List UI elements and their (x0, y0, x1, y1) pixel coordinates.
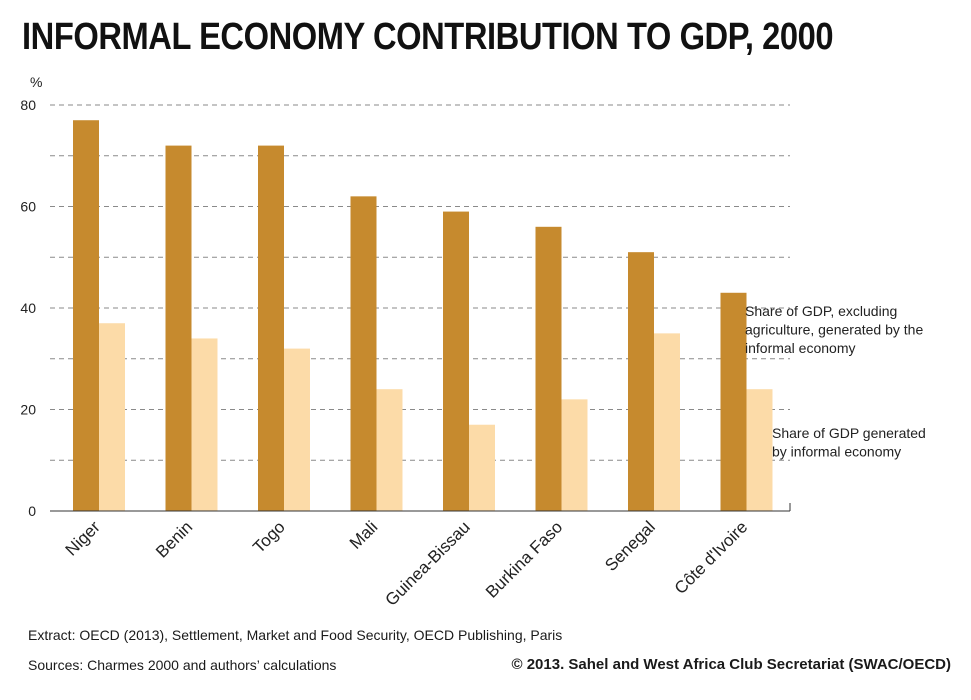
y-tick-label: 0 (28, 503, 36, 519)
bar-excl-agriculture-0 (73, 120, 99, 511)
y-axis-label: % (30, 74, 42, 90)
legend-entry-line: Share of GDP generated (772, 425, 926, 441)
x-tick-label: Côte d'Ivoire (671, 517, 752, 598)
axes (50, 503, 791, 512)
bar-excl-agriculture-3 (350, 196, 377, 511)
y-tick-label: 60 (20, 199, 36, 215)
chart-title: INFORMAL ECONOMY CONTRIBUTION TO GDP, 20… (22, 16, 834, 58)
x-tick-label: Guinea-Bissau (382, 517, 474, 609)
x-tick-label: Burkina Faso (482, 517, 566, 601)
bar-total-0 (99, 323, 125, 511)
y-tick-label: 40 (20, 300, 36, 316)
x-tick-label: Niger (62, 517, 104, 559)
x-tick-label: Senegal (601, 517, 659, 575)
bar-excl-agriculture-6 (628, 252, 654, 512)
legend-entry-line: Share of GDP, excluding (745, 303, 897, 319)
bar-total-1 (191, 338, 218, 511)
bar-total-7 (746, 389, 773, 511)
bar-excl-agriculture-2 (258, 145, 284, 511)
bar-excl-agriculture-4 (443, 211, 469, 511)
bar-total-6 (654, 333, 680, 511)
bar-total-5 (561, 399, 588, 511)
y-tick-label: 80 (20, 97, 36, 113)
bar-total-2 (284, 348, 310, 511)
bar-excl-agriculture-5 (535, 226, 562, 512)
x-tick-label: Togo (249, 517, 289, 557)
x-tick-label: Benin (152, 517, 196, 561)
bar-total-4 (469, 424, 495, 511)
footer-copyright: © 2013. Sahel and West Africa Club Secre… (511, 656, 951, 673)
legend: Share of GDP, excluding agriculture, gene… (745, 303, 926, 460)
footer-sources: Sources: Charmes 2000 and authors’ calcu… (28, 657, 337, 673)
x-tick-label: Mali (346, 517, 381, 552)
bar-excl-agriculture-1 (165, 145, 192, 511)
legend-entry-line: informal economy (745, 340, 856, 356)
bar-total-3 (376, 389, 403, 511)
bar-excl-agriculture-7 (720, 292, 747, 511)
bars (73, 120, 773, 512)
legend-entry-line: agriculture, generated by the (745, 322, 923, 338)
bar-chart: 0 20 40 60 80% Niger Benin Togo Mali Guinea-Bissa… (20, 74, 926, 610)
legend-entry-line: by informal economy (772, 444, 901, 460)
footer-extract: Extract: OECD (2013), Settlement, Market… (28, 627, 563, 643)
y-tick-label: 20 (20, 402, 36, 418)
